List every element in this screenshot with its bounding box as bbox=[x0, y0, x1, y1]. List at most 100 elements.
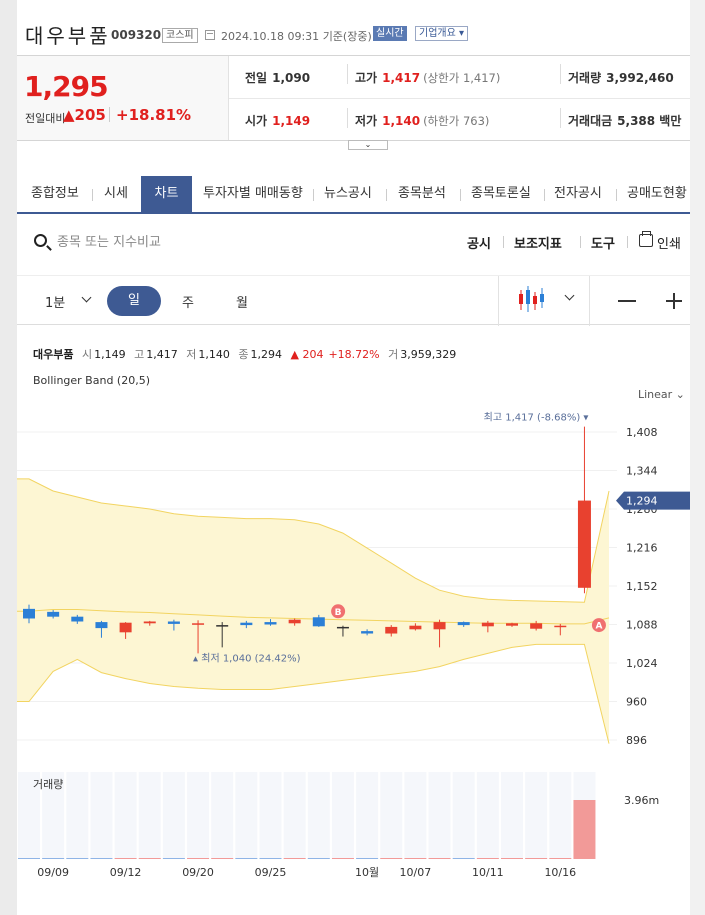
stock-title-row: 대우부품 009320 코스피 2024.10.18 09:31 기준(장중) … bbox=[17, 10, 690, 48]
expand-quote-button[interactable]: ⌄ bbox=[348, 140, 388, 150]
calendar-icon bbox=[205, 30, 215, 40]
signal-marker bbox=[331, 604, 346, 619]
chevron-down-icon[interactable] bbox=[81, 292, 92, 303]
volume-bar bbox=[501, 858, 523, 859]
candle-body bbox=[385, 626, 398, 634]
price-tick-label: 896 bbox=[626, 734, 647, 747]
date-tick-label: 09/20 bbox=[182, 866, 214, 879]
volume-bar bbox=[428, 858, 451, 859]
tab-overview[interactable]: 종합정보 bbox=[31, 186, 79, 201]
signal-marker-label: A bbox=[595, 622, 602, 632]
search-icon[interactable] bbox=[34, 234, 47, 247]
candle-body bbox=[433, 622, 446, 630]
volume-bar bbox=[549, 858, 572, 859]
volume-slot bbox=[187, 772, 210, 859]
indicators-button[interactable]: 보조지표 bbox=[514, 237, 562, 252]
company-overview-button[interactable]: 기업개요 ▾ bbox=[415, 26, 469, 41]
volume-slot bbox=[42, 772, 65, 859]
date-tick-label: 10월 bbox=[355, 866, 379, 879]
volume-bar bbox=[452, 858, 475, 859]
tools-button[interactable]: 도구 bbox=[591, 237, 615, 252]
minute-select[interactable]: 1분 bbox=[45, 296, 66, 311]
volume-grid bbox=[18, 772, 596, 859]
volume-slot bbox=[356, 772, 379, 859]
divider bbox=[347, 64, 348, 84]
divider bbox=[386, 189, 387, 201]
market-badge: 코스피 bbox=[162, 28, 198, 43]
date-tick-label: 09/09 bbox=[37, 866, 69, 879]
candle-body bbox=[530, 623, 543, 629]
tab-investor-trends[interactable]: 투자자별 매매동향 bbox=[203, 186, 303, 201]
indicator-label: Bollinger Band (20,5) bbox=[33, 374, 150, 387]
divider bbox=[229, 98, 690, 99]
volume-bar bbox=[66, 858, 89, 859]
volume-bar bbox=[525, 858, 548, 859]
volume-max-label: 3.96m bbox=[624, 794, 659, 807]
tab-discussion[interactable]: 종목토론실 bbox=[471, 186, 531, 201]
candle-body bbox=[216, 625, 229, 627]
volume-bar bbox=[356, 858, 379, 859]
chart-type-select[interactable] bbox=[498, 276, 590, 326]
volume-bar bbox=[380, 858, 403, 859]
page-frame: 대우부품 009320 코스피 2024.10.18 09:31 기준(장중) … bbox=[17, 0, 690, 915]
volume-slot bbox=[331, 772, 354, 859]
candlestick-icon[interactable] bbox=[499, 276, 591, 326]
realtime-badge[interactable]: 실시간 bbox=[373, 26, 407, 41]
high-price: 고가 1,417 (상한가 1,417) bbox=[355, 71, 501, 85]
zoom-in-icon[interactable] bbox=[673, 293, 675, 309]
volume-chart[interactable]: 09/09 09/12 09/20 09/25 10월 10/07 10/11 10/16 거… bbox=[17, 766, 690, 896]
max-price-label: 최고 1,417 (-8.68%) ▾ bbox=[484, 412, 589, 424]
period-month[interactable]: 월 bbox=[236, 296, 248, 311]
chart-summary: 대우부품 시 1,149 고 1,417 저 1,140 종 1,294 ▲ 204 +1… bbox=[33, 348, 457, 361]
volume-bar bbox=[573, 800, 596, 859]
volume-slot bbox=[380, 772, 403, 859]
scale-select[interactable]: Linear ⌄ bbox=[638, 388, 685, 401]
price-panel: 1,295 전일대비 ▲205 +18.81% bbox=[17, 56, 229, 140]
price-axis: 1,4081,3441,2801,2161,1521,0881,02496089… bbox=[616, 426, 690, 747]
period-day[interactable]: 일 bbox=[107, 286, 161, 316]
candle-body bbox=[167, 621, 180, 624]
tab-analysis[interactable]: 종목분석 bbox=[398, 186, 446, 201]
date-tick-label: 09/12 bbox=[110, 866, 142, 879]
period-week[interactable]: 주 bbox=[182, 296, 194, 311]
current-price: 1,295 bbox=[24, 70, 109, 103]
volume-slot bbox=[307, 772, 330, 859]
tab-disclosure[interactable]: 전자공시 bbox=[554, 186, 602, 201]
tab-quotes[interactable]: 시세 bbox=[104, 186, 128, 201]
candle-body bbox=[336, 626, 349, 629]
volume-slot bbox=[90, 772, 113, 859]
tab-chart[interactable]: 차트 bbox=[141, 176, 192, 214]
candle-body bbox=[143, 621, 156, 624]
divider bbox=[616, 189, 617, 201]
period-selector: 1분 일 주 월 bbox=[17, 275, 690, 326]
band-lower-line bbox=[17, 643, 610, 744]
zoom-out-icon[interactable] bbox=[618, 300, 636, 302]
divider bbox=[560, 64, 561, 84]
compare-search-input[interactable] bbox=[57, 231, 357, 253]
price-chart[interactable]: 1,4081,3441,2801,2161,1521,0881,02496089… bbox=[17, 400, 690, 760]
volume-bar bbox=[211, 858, 234, 859]
divider bbox=[347, 108, 348, 128]
open-price: 시가 1,149 bbox=[245, 114, 311, 128]
volume-slot bbox=[404, 772, 427, 859]
chart-toolbar: 공시 보조지표 도구 인쇄 bbox=[17, 222, 690, 262]
volume-slot bbox=[525, 772, 548, 859]
price-tick-label: 1,088 bbox=[626, 619, 658, 632]
date-tick-label: 10/07 bbox=[400, 866, 432, 879]
scrollbar[interactable] bbox=[690, 0, 705, 915]
volume-bar bbox=[18, 858, 40, 859]
main-tabs: 종합정보 시세 차트 투자자별 매매동향 뉴스공시 종목분석 종목토론실 전자공… bbox=[17, 176, 690, 214]
tab-short-selling[interactable]: 공매도현황 bbox=[627, 186, 687, 201]
volume-bar bbox=[307, 858, 330, 859]
stock-name: 대우부품 bbox=[25, 24, 111, 48]
price-tick-label: 1,408 bbox=[626, 426, 658, 439]
print-icon[interactable] bbox=[639, 231, 653, 247]
volume-slot bbox=[283, 772, 306, 859]
tab-news[interactable]: 뉴스공시 bbox=[324, 186, 372, 201]
candle-body bbox=[119, 622, 132, 633]
low-price: 저가 1,140 (하한가 763) bbox=[355, 114, 490, 128]
print-button[interactable]: 인쇄 bbox=[657, 237, 681, 252]
disclosure-button[interactable]: 공시 bbox=[467, 237, 491, 252]
volume-bar bbox=[235, 858, 258, 859]
current-price-label: 1,294 bbox=[626, 495, 658, 508]
